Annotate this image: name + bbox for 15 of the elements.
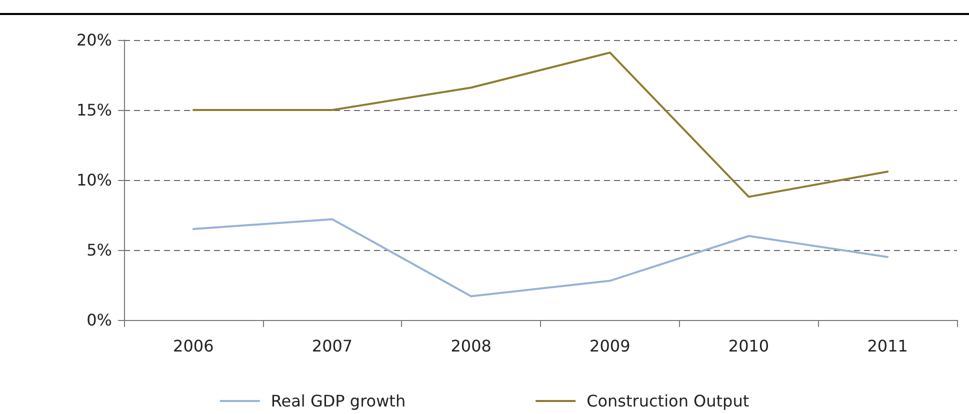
line-series [192,52,889,198]
x-tick-label: 2008 [450,336,492,356]
legend-label: Construction Output [586,392,750,410]
x-tick-label: 2011 [867,336,908,356]
x-tick-label: 2010 [728,336,770,356]
legend-label: Real GDP growth [270,392,406,410]
x-tick-label: 2006 [173,336,214,356]
y-tick-label: 10% [76,170,112,190]
y-tick-label: 20% [76,30,112,50]
y-tick-label: 0% [86,310,112,330]
x-tick-label: 2009 [590,336,630,356]
y-tick-label: 15% [76,100,112,120]
line-series [192,218,889,298]
x-tick-label: 2007 [312,336,353,356]
y-tick-label: 5% [86,240,112,260]
